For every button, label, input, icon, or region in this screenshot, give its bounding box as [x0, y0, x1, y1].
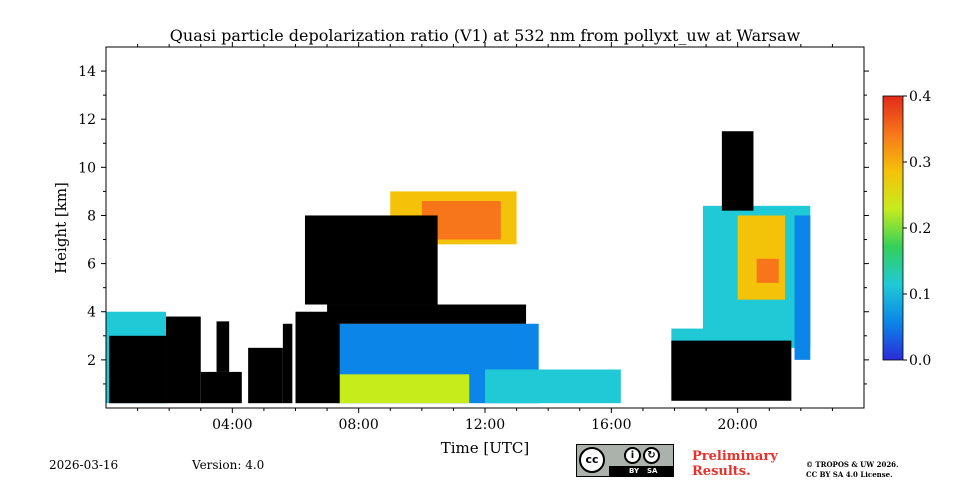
x-axis-label: Time [UTC] — [441, 439, 530, 457]
y-tick-label: 14 — [78, 64, 96, 80]
cc-license-badge[interactable]: cc i ↻ BY SA — [576, 444, 674, 477]
depolarization-region — [756, 258, 779, 283]
cloud-signal-region — [248, 347, 283, 404]
depolarization-region — [485, 369, 621, 404]
colorbar-ticks: 0.0 0.1 0.2 0.3 0.4 — [903, 89, 931, 369]
depolarization-region — [794, 215, 811, 360]
cloud-signal-region — [166, 316, 201, 404]
x-tick-label: 04:00 — [212, 417, 252, 433]
cc-by-label: BY — [629, 467, 640, 475]
y-tick-label: 4 — [87, 305, 96, 321]
date-label: 2026-03-16 — [49, 458, 119, 472]
cc-logo-icon: cc — [579, 447, 605, 473]
attribution-person-icon: i — [624, 447, 641, 464]
cloud-signal-region — [109, 335, 167, 404]
y-axis-label: Height [km] — [52, 182, 70, 274]
preliminary-results-label: Preliminary Results. — [692, 449, 792, 479]
x-tick-label: 20:00 — [717, 417, 757, 433]
version-label: Version: 4.0 — [192, 458, 265, 472]
plot-area — [106, 131, 811, 404]
colorbar-tick-label: 0.1 — [909, 287, 931, 303]
cloud-signal-region — [282, 323, 293, 404]
y-tick-label: 2 — [87, 353, 96, 369]
share-alike-icon: ↻ — [643, 447, 660, 464]
copyright-line-1: © TROPOS & UW 2026. — [806, 460, 899, 469]
x-tick-label: 16:00 — [591, 417, 631, 433]
y-tick-label: 12 — [78, 112, 96, 128]
x-axis-ticks: 04:00 08:00 12:00 16:00 20:00 — [212, 42, 758, 433]
cloud-signal-region — [304, 215, 438, 305]
copyright-line-2: CC BY SA 4.0 License. — [806, 470, 893, 479]
preliminary-line-1: Preliminary — [692, 449, 778, 464]
colorbar-tick-label: 0.4 — [909, 89, 931, 105]
preliminary-line-2: Results. — [692, 464, 751, 479]
y-axis-ticks: 2 4 6 8 10 12 14 — [78, 64, 869, 385]
cloud-signal-region — [327, 304, 527, 324]
cc-sa-label: SA — [647, 467, 658, 475]
cloud-signal-region — [295, 311, 340, 404]
cloud-signal-region — [200, 371, 242, 404]
colorbar — [882, 95, 904, 361]
chart-title: Quasi particle depolarization ratio (V1)… — [170, 26, 801, 45]
copyright-notice: © TROPOS & UW 2026. CC BY SA 4.0 License… — [806, 460, 946, 480]
cloud-signal-region — [671, 340, 792, 401]
x-tick-label: 08:00 — [338, 417, 378, 433]
depolarization-region — [737, 215, 786, 300]
colorbar-tick-label: 0.3 — [909, 155, 931, 171]
x-axis-minor-ticks — [137, 44, 833, 411]
colorbar-tick-label: 0.2 — [909, 221, 931, 237]
y-tick-label: 8 — [87, 208, 96, 224]
y-tick-label: 6 — [87, 257, 96, 273]
y-tick-label: 10 — [78, 160, 96, 176]
depolarization-region — [336, 374, 470, 404]
cc-badge-bar — [609, 466, 673, 476]
x-tick-label: 12:00 — [465, 417, 505, 433]
colorbar-tick-label: 0.0 — [909, 353, 931, 369]
cloud-signal-region — [721, 131, 754, 211]
cloud-signal-region — [216, 321, 230, 372]
